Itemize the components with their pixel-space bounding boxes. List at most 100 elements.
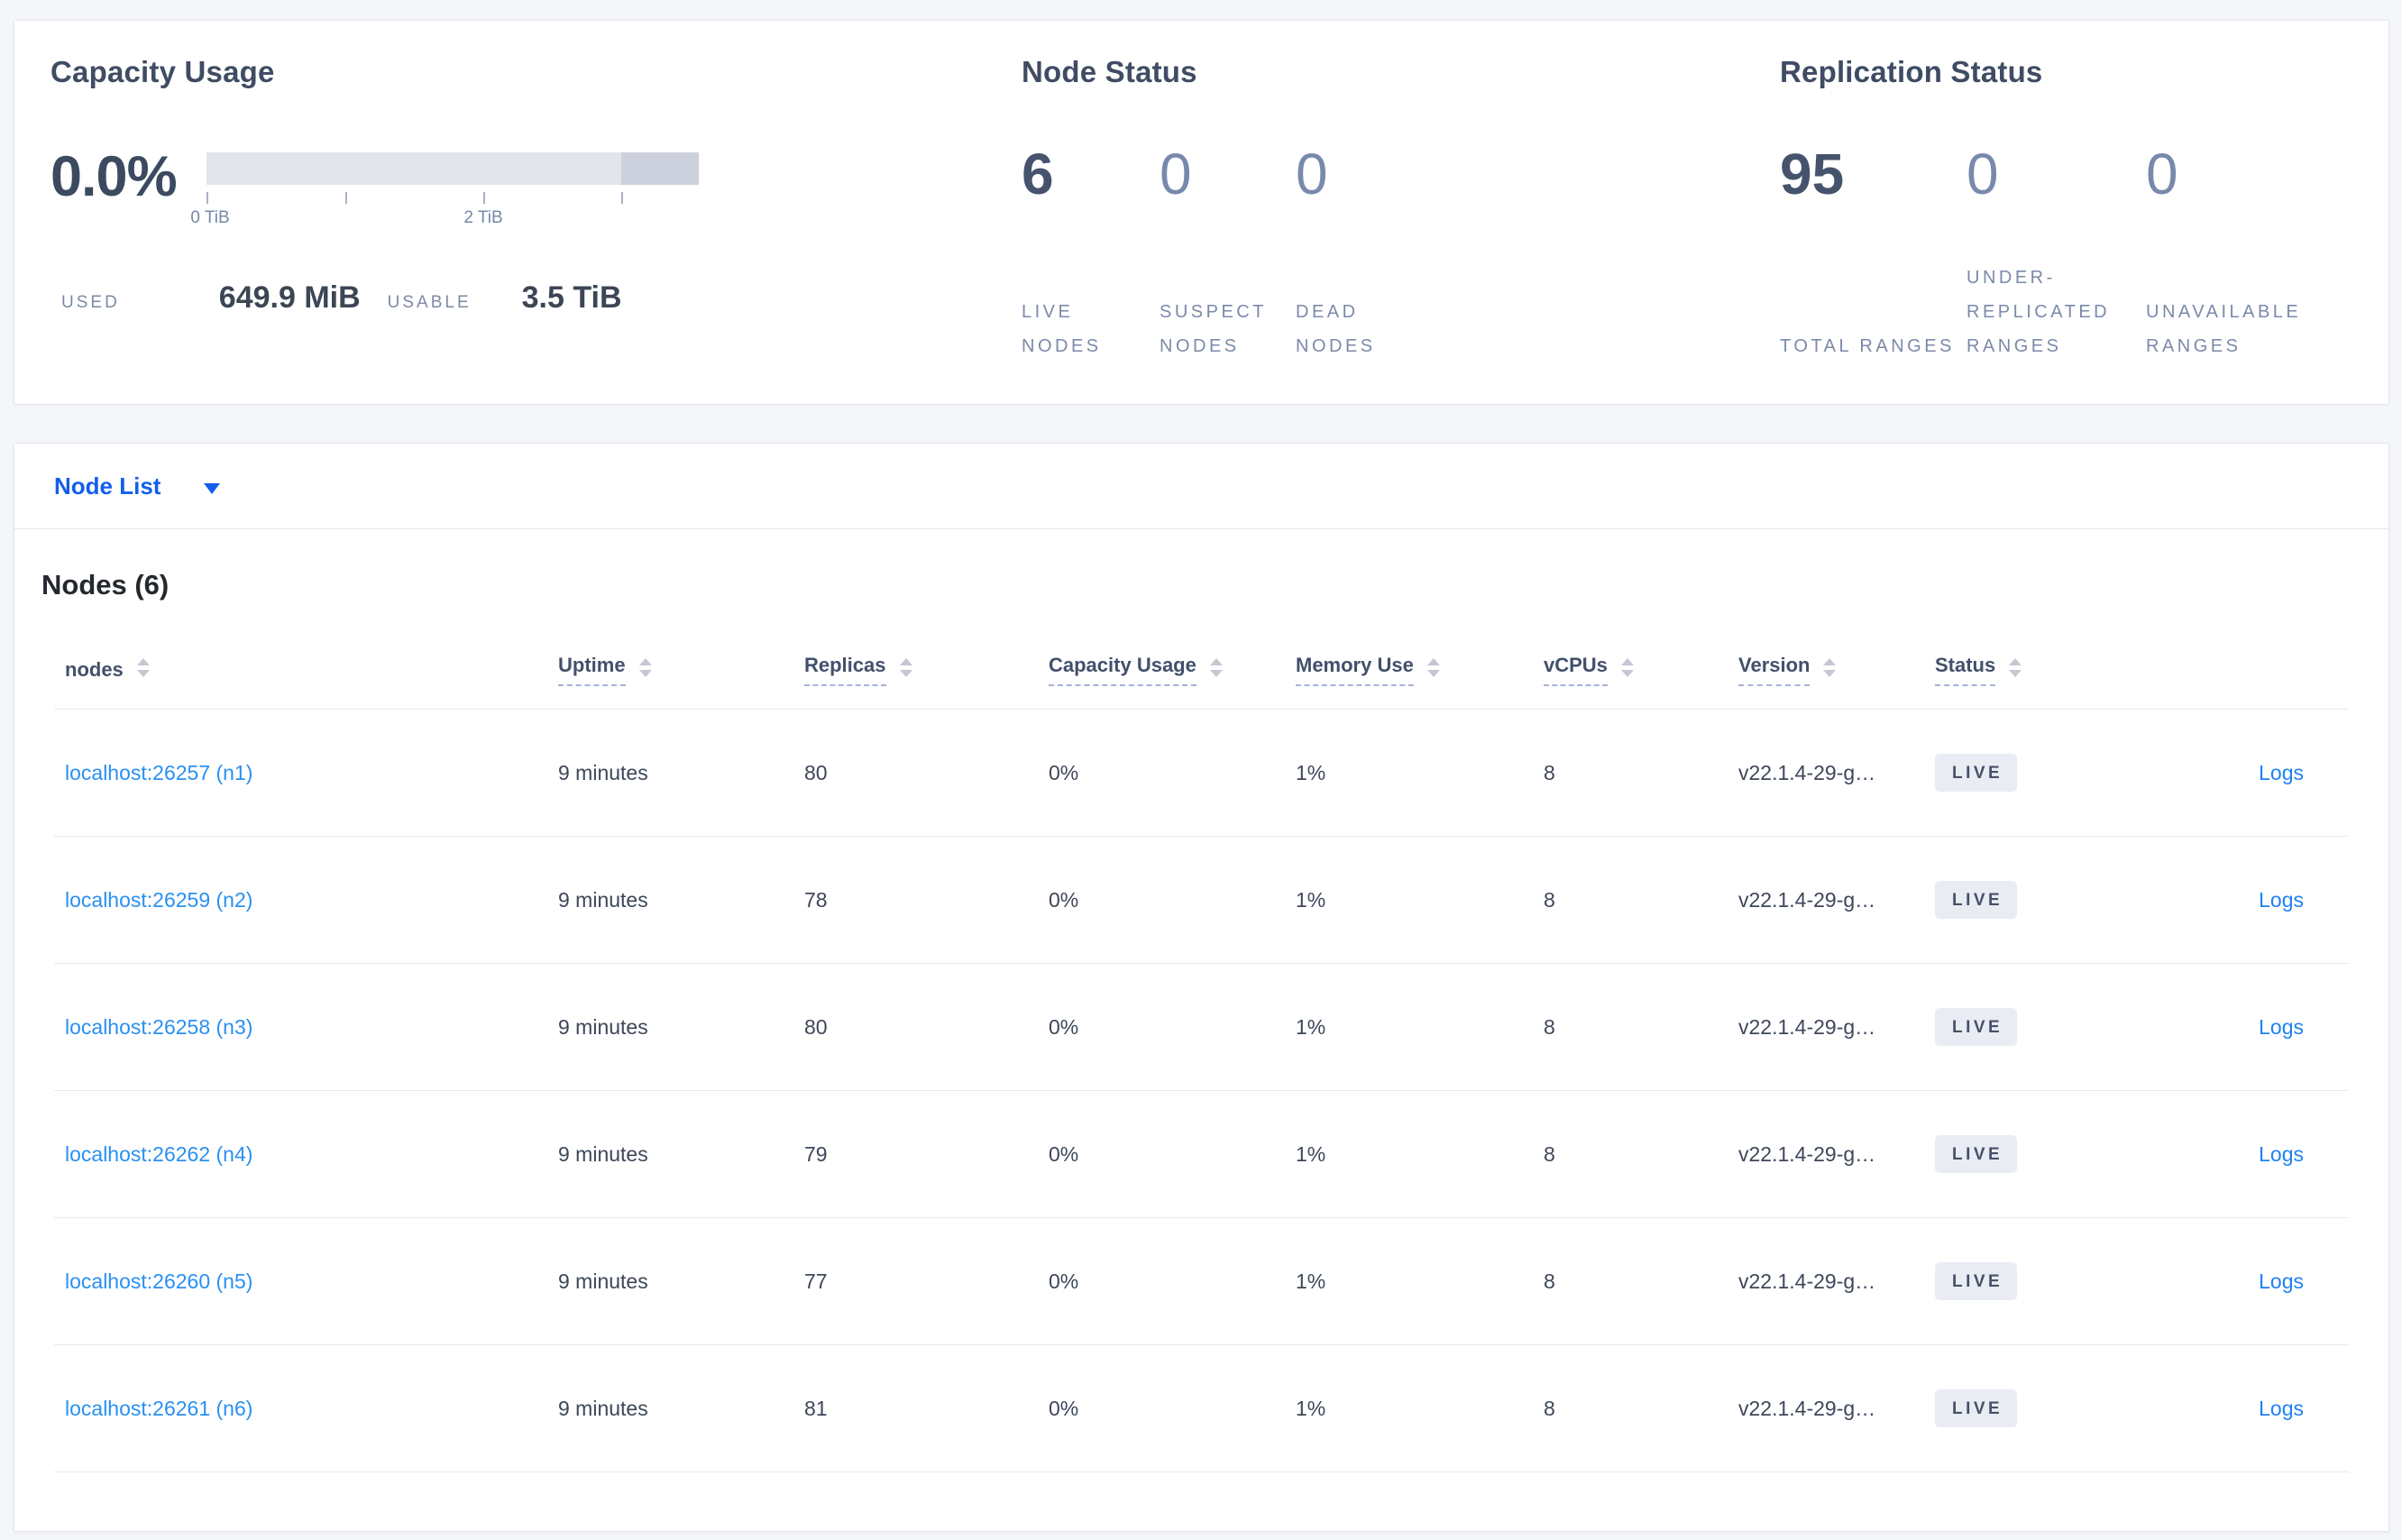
sort-icon <box>1426 658 1440 677</box>
vcpus-cell: 8 <box>1544 1141 1555 1166</box>
live-status-badge: LIVE <box>1935 754 2018 792</box>
column-header-uptime[interactable]: Uptime <box>558 654 804 686</box>
sort-icon <box>638 658 652 677</box>
vcpus-cell: 8 <box>1544 1014 1555 1039</box>
total-ranges-value: 95 <box>1780 142 1845 206</box>
node-address-link[interactable]: localhost:26258 (n3) <box>65 1014 253 1039</box>
logs-link[interactable]: Logs <box>2259 1141 2304 1166</box>
nodes-table-body: localhost:26257 (n1) 9 minutes 80 0% 1% … <box>54 710 2349 1472</box>
sort-icon <box>1209 658 1223 677</box>
version-cell: v22.1.4-29-g… <box>1738 760 1876 784</box>
vcpus-cell: 8 <box>1544 760 1555 784</box>
live-status-badge: LIVE <box>1935 1262 2018 1300</box>
replicas-cell: 79 <box>804 1141 828 1166</box>
nodes-table-title: Nodes (6) <box>41 569 170 600</box>
suspect-nodes-label: SUSPECT NODES <box>1160 302 1267 356</box>
total-ranges-stat: 95 TOTAL RANGES <box>1780 145 1967 363</box>
live-status-badge: LIVE <box>1935 1389 2018 1427</box>
sort-icon <box>1620 658 1634 677</box>
unavailable-ranges-value: 0 <box>2146 142 2178 206</box>
uptime-cell: 9 minutes <box>558 1014 648 1039</box>
node-status-stats: 6 LIVE NODES 0 SUSPECT NODES 0 DEAD NODE… <box>1022 145 1780 363</box>
column-header-status[interactable]: Status <box>1935 654 2160 686</box>
capacity-usage-cell: 0% <box>1049 760 1079 784</box>
unavailable-ranges-label: UNAVAILABLE RANGES <box>2146 302 2302 356</box>
node-address-link[interactable]: localhost:26257 (n1) <box>65 760 253 784</box>
memory-use-cell: 1% <box>1296 1269 1326 1293</box>
sort-icon <box>899 658 912 677</box>
memory-use-cell: 1% <box>1296 760 1326 784</box>
replicas-cell: 77 <box>804 1269 828 1293</box>
logs-link[interactable]: Logs <box>2259 760 2304 784</box>
logs-link[interactable]: Logs <box>2259 1396 2304 1420</box>
column-header-nodes[interactable]: nodes <box>65 658 558 682</box>
logs-link[interactable]: Logs <box>2259 1014 2304 1039</box>
replicas-cell: 80 <box>804 1014 828 1039</box>
column-header-memory-use[interactable]: Memory Use <box>1296 654 1544 686</box>
capacity-usage-cell: 0% <box>1049 1014 1079 1039</box>
live-status-badge: LIVE <box>1935 1008 2018 1046</box>
column-header-capacity-usage[interactable]: Capacity Usage <box>1049 654 1296 686</box>
column-header-version[interactable]: Version <box>1738 654 1935 686</box>
sort-icon <box>1823 658 1837 677</box>
memory-use-cell: 1% <box>1296 887 1326 912</box>
gauge-tick <box>483 192 485 204</box>
node-address-link[interactable]: localhost:26262 (n4) <box>65 1141 253 1166</box>
column-header-replicas[interactable]: Replicas <box>804 654 1049 686</box>
capacity-usage-cell: 0% <box>1049 1269 1079 1293</box>
vcpus-cell: 8 <box>1544 1269 1555 1293</box>
replication-status-title: Replication Status <box>1780 55 2043 88</box>
vcpus-cell: 8 <box>1544 887 1555 912</box>
vcpus-cell: 8 <box>1544 1396 1555 1420</box>
node-address-link[interactable]: localhost:26259 (n2) <box>65 887 253 912</box>
cluster-summary-card: Capacity Usage 0.0% 0 TiB 2 TiB USED 649… <box>14 20 2389 405</box>
logs-link[interactable]: Logs <box>2259 887 2304 912</box>
memory-use-cell: 1% <box>1296 1141 1326 1166</box>
memory-use-cell: 1% <box>1296 1396 1326 1420</box>
caret-down-icon <box>204 482 221 494</box>
under-replicated-ranges-stat: 0 UNDER-REPLICATED RANGES <box>1967 145 2146 363</box>
live-nodes-stat: 6 LIVE NODES <box>1022 145 1160 363</box>
nodes-table: nodes Uptime Replicas Capacity Usage Mem… <box>14 630 2388 1517</box>
live-status-badge: LIVE <box>1935 1135 2018 1173</box>
dead-nodes-value: 0 <box>1296 142 1328 206</box>
uptime-cell: 9 minutes <box>558 1141 648 1166</box>
capacity-usage-cell: 0% <box>1049 1396 1079 1420</box>
uptime-cell: 9 minutes <box>558 1396 648 1420</box>
under-replicated-ranges-value: 0 <box>1967 142 1999 206</box>
table-row: localhost:26257 (n1) 9 minutes 80 0% 1% … <box>54 710 2349 837</box>
total-ranges-label: TOTAL RANGES <box>1780 336 1955 356</box>
node-status-section: Node Status 6 LIVE NODES 0 SUSPECT NODES… <box>1022 21 1780 404</box>
capacity-gauge-row: 0.0% 0 TiB 2 TiB <box>50 147 1022 248</box>
replication-status-section: Replication Status 95 TOTAL RANGES 0 UND… <box>1780 21 2388 404</box>
version-cell: v22.1.4-29-g… <box>1738 1269 1876 1293</box>
live-nodes-label: LIVE NODES <box>1022 302 1102 356</box>
node-address-link[interactable]: localhost:26260 (n5) <box>65 1269 253 1293</box>
node-address-link[interactable]: localhost:26261 (n6) <box>65 1396 253 1420</box>
node-list-dropdown-label: Node List <box>54 472 161 500</box>
dead-nodes-label: DEAD NODES <box>1296 302 1376 356</box>
logs-link[interactable]: Logs <box>2259 1269 2304 1293</box>
unavailable-ranges-stat: 0 UNAVAILABLE RANGES <box>2146 145 2353 363</box>
capacity-usage-cell: 0% <box>1049 887 1079 912</box>
live-nodes-value: 6 <box>1022 142 1054 206</box>
capacity-usage-cell: 0% <box>1049 1141 1079 1166</box>
version-cell: v22.1.4-29-g… <box>1738 1396 1876 1420</box>
capacity-meta: USED 649.9 MiB USABLE 3.5 TiB <box>50 280 1022 316</box>
table-row: localhost:26260 (n5) 9 minutes 77 0% 1% … <box>54 1218 2349 1345</box>
sort-icon <box>2009 658 2022 677</box>
capacity-gauge: 0 TiB 2 TiB <box>190 152 699 252</box>
sort-icon <box>136 658 150 677</box>
used-label: USED <box>61 293 120 312</box>
node-list-dropdown[interactable]: Node List <box>54 472 221 500</box>
gauge-track <box>206 152 699 185</box>
usable-label: USABLE <box>387 293 472 312</box>
gauge-tick <box>345 192 347 204</box>
node-status-title: Node Status <box>1022 55 1197 88</box>
table-row: localhost:26261 (n6) 9 minutes 81 0% 1% … <box>54 1345 2349 1472</box>
dead-nodes-stat: 0 DEAD NODES <box>1296 145 1449 363</box>
version-cell: v22.1.4-29-g… <box>1738 1014 1876 1039</box>
column-header-vcpus[interactable]: vCPUs <box>1544 654 1738 686</box>
capacity-usage-section: Capacity Usage 0.0% 0 TiB 2 TiB USED 649… <box>14 21 1022 404</box>
uptime-cell: 9 minutes <box>558 1269 648 1293</box>
